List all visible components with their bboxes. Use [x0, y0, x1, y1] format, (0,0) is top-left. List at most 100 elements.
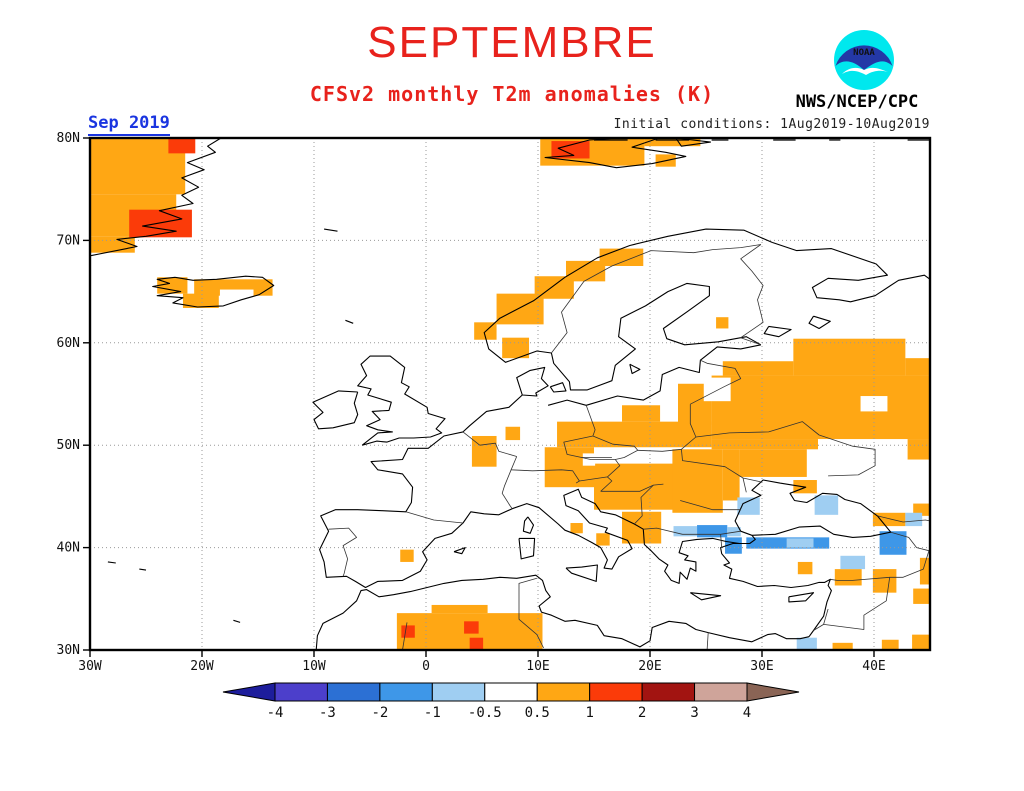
x-tick-label: 10W — [302, 659, 326, 674]
colorbar-tick-label: -4 — [267, 705, 284, 721]
anomaly-cell — [814, 495, 839, 515]
noaa-logo-seagull-icon — [842, 67, 888, 75]
y-tick-label: 30N — [57, 643, 80, 658]
colorbar-tick-label: -0.5 — [468, 705, 502, 721]
colorbar-left-arrow — [222, 682, 276, 702]
noaa-logo: NOAA — [834, 30, 894, 90]
colorbar-tick-label: 3 — [690, 705, 698, 721]
colorbar-tick-label: -2 — [371, 705, 388, 721]
anomaly-cell — [596, 533, 610, 546]
colorbar-segment — [484, 682, 538, 702]
anomaly-cell — [673, 526, 698, 537]
anomaly-cell — [879, 531, 907, 555]
anomaly-cell — [672, 449, 723, 513]
anomaly-cell — [913, 588, 930, 604]
anomaly-cell — [129, 209, 192, 238]
anomaly-cell — [727, 527, 741, 537]
colorbar-segment — [274, 682, 328, 702]
anomaly-cell — [786, 538, 814, 548]
y-tick-label: 40N — [57, 541, 80, 556]
anomaly-cell — [168, 138, 196, 154]
colorbar-tick-label: 4 — [743, 705, 751, 721]
anomaly-cell — [703, 377, 731, 402]
colorbar-segment — [326, 682, 381, 702]
anomaly-cell — [401, 625, 415, 638]
anomaly-cell — [594, 463, 674, 510]
anomaly-cell — [840, 555, 866, 570]
anomaly-cell — [722, 449, 740, 501]
anomaly-cell — [716, 317, 729, 329]
anomaly-cell — [907, 439, 930, 460]
y-tick-label: 60N — [57, 336, 80, 351]
colorbar-tick-label: -1 — [424, 705, 441, 721]
anomaly-cell — [400, 549, 414, 562]
map-frame — [88, 136, 932, 652]
x-tick-label: 30W — [78, 659, 102, 674]
anomaly-cell — [505, 426, 521, 441]
y-tick-label: 80N — [57, 131, 80, 146]
x-tick-label: 10E — [526, 659, 549, 674]
graticule — [90, 138, 930, 650]
anomaly-cell — [905, 358, 930, 376]
x-tick-label: 20W — [190, 659, 214, 674]
anomaly-cell — [544, 447, 594, 488]
x-tick-label: 40E — [862, 659, 885, 674]
anomaly-cell — [570, 523, 583, 534]
anomaly-cell — [905, 512, 923, 527]
anomaly-cell — [464, 621, 479, 634]
colorbar-segment — [694, 682, 748, 702]
anomaly-cell — [697, 525, 728, 538]
colorbar-tick-label: 1 — [585, 705, 593, 721]
country-borders — [328, 139, 931, 651]
anomaly-cell — [431, 604, 488, 614]
anomaly-cell — [471, 435, 497, 467]
y-tick-label: 70N — [57, 233, 80, 248]
page-title: SEPTEMBRE — [367, 18, 657, 67]
anomaly-cell — [796, 637, 817, 650]
anomaly-cell — [872, 512, 906, 527]
anomaly-cell — [157, 277, 188, 294]
anomaly-cell — [881, 639, 899, 650]
x-tick-label: 0 — [422, 659, 430, 674]
subtitle: CFSv2 monthly T2m anomalies (K) — [309, 82, 715, 106]
colorbar-legend: -4 -3 -2 -1 -0.5 0.5 1 2 3 4 — [222, 682, 800, 721]
anomaly-cell — [722, 361, 794, 376]
noaa-logo-text: NOAA — [853, 48, 875, 58]
anomaly-cell — [566, 260, 606, 282]
x-tick-label: 30E — [750, 659, 773, 674]
anomaly-cell — [599, 248, 644, 266]
colorbar-segment — [641, 682, 696, 702]
anomaly-cell — [644, 138, 701, 147]
anomaly-cell — [622, 405, 661, 422]
colorbar-segment — [589, 682, 643, 702]
colorbar-segment — [431, 682, 486, 702]
anomaly-cell — [711, 375, 930, 440]
agency-label: NWS/NCEP/CPC — [795, 92, 919, 112]
anomaly-cell — [860, 396, 888, 412]
anomaly-cell — [219, 289, 254, 302]
anomaly-cell — [469, 637, 484, 650]
date-label: Sep 2019 — [88, 113, 170, 136]
colorbar-tick-label: 0.5 — [525, 705, 550, 721]
anomaly-cell — [832, 642, 853, 650]
anomaly-cell — [711, 439, 818, 450]
anomaly-cell — [919, 557, 930, 585]
anomaly-cells — [90, 138, 930, 650]
anomaly-cell — [551, 141, 590, 159]
anomaly-cell — [872, 569, 897, 593]
colorbar-tick-label: -3 — [319, 705, 336, 721]
anomaly-cell — [912, 634, 930, 650]
y-tick-label: 50N — [57, 438, 80, 453]
anomaly-cell — [557, 421, 712, 448]
axis-labels: 30W 20W 10W 0 10E 20E 30E 40E 30N 40N 50N 60N 70N 80N — [57, 131, 886, 674]
colorbar-segment — [536, 682, 591, 702]
anomaly-cell — [834, 569, 862, 586]
colorbar-right-arrow — [746, 682, 800, 702]
anomaly-cell — [182, 293, 219, 308]
x-tick-label: 20E — [638, 659, 661, 674]
anomaly-cell — [737, 497, 760, 515]
anomaly-cell — [739, 449, 807, 477]
init-conditions-label: Initial conditions: 1Aug2019-10Aug2019 — [613, 117, 930, 132]
